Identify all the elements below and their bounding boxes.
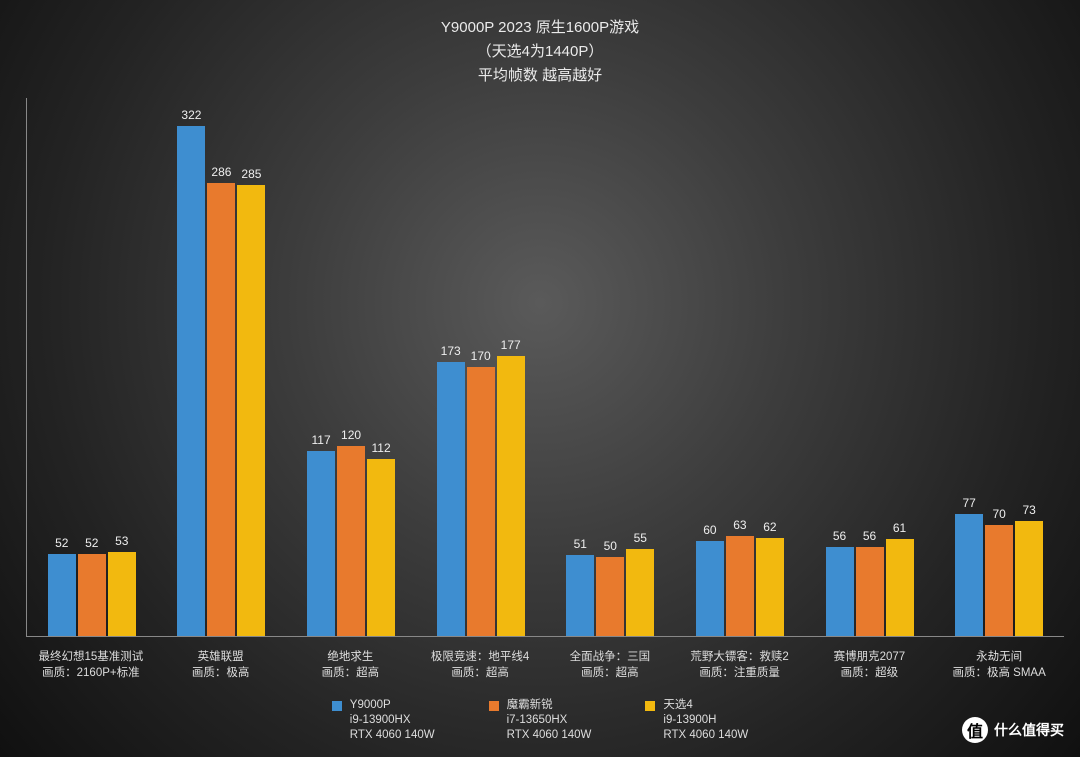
- legend-item: 天选4i9-13900HRTX 4060 140W: [645, 698, 748, 743]
- bar-value: 322: [181, 108, 201, 122]
- legend: Y9000Pi9-13900HXRTX 4060 140W 魔霸新锐i7-1365…: [0, 698, 1080, 743]
- bar-group: 173170177: [416, 98, 546, 636]
- bar: 173: [437, 362, 465, 636]
- legend-item: Y9000Pi9-13900HXRTX 4060 140W: [332, 698, 435, 743]
- bar-group: 606362: [675, 98, 805, 636]
- bar-value: 70: [993, 507, 1006, 521]
- x-label: 永劫无间画质：极高 SMAA: [934, 649, 1064, 681]
- bar-value: 173: [441, 344, 461, 358]
- bar: 170: [467, 367, 495, 636]
- bar-group: 322286285: [157, 98, 287, 636]
- legend-text: Y9000Pi9-13900HXRTX 4060 140W: [350, 698, 435, 743]
- x-label: 英雄联盟画质：极高: [156, 649, 286, 681]
- bar: 53: [108, 552, 136, 636]
- bar: 70: [985, 525, 1013, 636]
- bar-value: 56: [833, 529, 846, 543]
- bar: 50: [596, 557, 624, 636]
- bar: 322: [177, 126, 205, 636]
- bar-groups: 5252533222862851171201121731701775150556…: [27, 98, 1064, 636]
- bar-value: 56: [863, 529, 876, 543]
- bar-value: 177: [501, 338, 521, 352]
- title-line-1: Y9000P 2023 原生1600P游戏: [0, 16, 1080, 40]
- bar-value: 73: [1023, 503, 1036, 517]
- chart-titles: Y9000P 2023 原生1600P游戏 （天选4为1440P） 平均帧数 越…: [0, 0, 1080, 88]
- bar-value: 60: [703, 523, 716, 537]
- bar-value: 286: [211, 165, 231, 179]
- bar: 51: [566, 555, 594, 636]
- legend-text: 天选4i9-13900HRTX 4060 140W: [663, 698, 748, 743]
- x-label: 全面战争：三国画质：超高: [545, 649, 675, 681]
- x-label: 荒野大镖客：救赎2画质：注重质量: [675, 649, 805, 681]
- plot-area: 5252533222862851171201121731701775150556…: [26, 98, 1064, 637]
- watermark: 值 什么值得买: [962, 717, 1064, 743]
- bar: 52: [78, 554, 106, 636]
- bar-value: 55: [634, 531, 647, 545]
- bar-value: 61: [893, 521, 906, 535]
- legend-swatch-icon: [332, 701, 342, 711]
- bar: 112: [367, 459, 395, 636]
- bar-group: 777073: [934, 98, 1064, 636]
- bar-group: 565661: [805, 98, 935, 636]
- bar: 120: [337, 446, 365, 636]
- bar: 73: [1015, 521, 1043, 637]
- bar-value: 62: [763, 520, 776, 534]
- bar-value: 112: [371, 441, 390, 455]
- chart-stage: Y9000P 2023 原生1600P游戏 （天选4为1440P） 平均帧数 越…: [0, 0, 1080, 757]
- bar: 177: [497, 356, 525, 636]
- bar-value: 170: [471, 349, 491, 363]
- bar-group: 515055: [546, 98, 676, 636]
- title-line-3: 平均帧数 越高越好: [0, 64, 1080, 88]
- bar-group: 525253: [27, 98, 157, 636]
- bar: 56: [856, 547, 884, 636]
- bar-value: 52: [55, 536, 68, 550]
- bar-value: 117: [311, 433, 330, 447]
- bar-value: 285: [241, 167, 261, 181]
- x-label: 绝地求生画质：超高: [286, 649, 416, 681]
- x-label: 赛博朋克2077画质：超级: [805, 649, 935, 681]
- bar: 117: [307, 451, 335, 636]
- bar: 55: [626, 549, 654, 636]
- legend-item: 魔霸新锐i7-13650HXRTX 4060 140W: [489, 698, 592, 743]
- bar-value: 53: [115, 534, 128, 548]
- bar-value: 50: [604, 539, 617, 553]
- bar: 63: [726, 536, 754, 636]
- bar: 62: [756, 538, 784, 636]
- legend-swatch-icon: [645, 701, 655, 711]
- x-label: 最终幻想15基准测试画质：2160P+标准: [26, 649, 156, 681]
- bar-value: 52: [85, 536, 98, 550]
- bar-value: 120: [341, 428, 361, 442]
- bar-value: 77: [963, 496, 976, 510]
- bar: 61: [886, 539, 914, 636]
- bar-group: 117120112: [286, 98, 416, 636]
- watermark-text: 什么值得买: [994, 720, 1064, 740]
- bar: 285: [237, 185, 265, 636]
- bar-value: 51: [574, 537, 587, 551]
- legend-swatch-icon: [489, 701, 499, 711]
- title-line-2: （天选4为1440P）: [0, 40, 1080, 64]
- bar: 286: [207, 183, 235, 636]
- legend-text: 魔霸新锐i7-13650HXRTX 4060 140W: [507, 698, 592, 743]
- watermark-badge-icon: 值: [962, 717, 988, 743]
- x-label: 极限竞速：地平线4画质：超高: [415, 649, 545, 681]
- bar: 77: [955, 514, 983, 636]
- bar: 56: [826, 547, 854, 636]
- bar-value: 63: [733, 518, 746, 532]
- bar: 60: [696, 541, 724, 636]
- bar: 52: [48, 554, 76, 636]
- x-axis-labels: 最终幻想15基准测试画质：2160P+标准英雄联盟画质：极高绝地求生画质：超高极…: [26, 649, 1064, 681]
